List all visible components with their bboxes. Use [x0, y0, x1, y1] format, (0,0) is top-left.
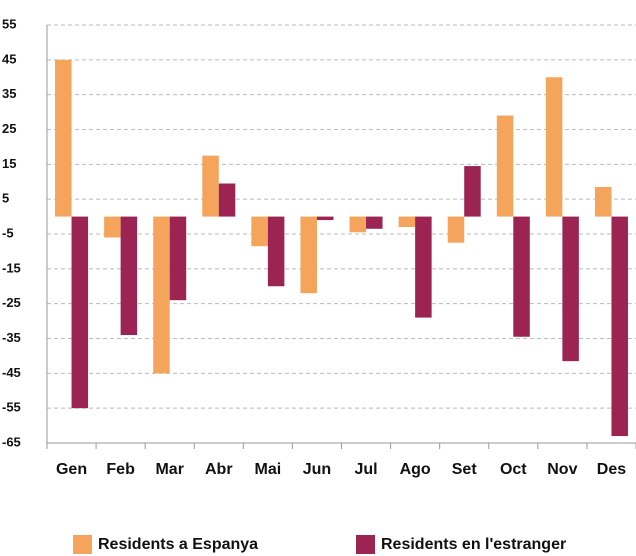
x-tick-label: Feb	[106, 461, 135, 478]
bar	[251, 216, 268, 247]
bar	[562, 216, 579, 362]
bar	[594, 186, 612, 217]
y-tick-label: -5	[2, 225, 14, 240]
bar	[300, 216, 317, 294]
x-tick-label: Set	[452, 461, 478, 478]
x-tick-label: Jul	[354, 461, 377, 478]
y-tick-label: -55	[2, 400, 21, 415]
bar	[496, 115, 514, 217]
y-tick-label: -25	[2, 295, 21, 310]
x-tick-label: Gen	[56, 461, 87, 478]
y-tick-label: 5	[2, 191, 9, 206]
legend-swatch	[73, 535, 92, 554]
y-tick-label: 25	[2, 121, 16, 136]
bar	[202, 155, 219, 217]
y-tick-label: 55	[2, 16, 16, 31]
x-tick-label: Nov	[547, 461, 577, 478]
y-tick-label: -65	[2, 434, 21, 449]
x-tick-label: Oct	[500, 461, 527, 478]
bar	[104, 216, 121, 238]
legend-label: Residents a Espanya	[98, 536, 258, 553]
bar	[349, 216, 367, 233]
bar	[415, 216, 432, 318]
bar	[611, 216, 628, 437]
bar	[218, 183, 236, 217]
x-tick-label: Ago	[400, 461, 431, 478]
bar	[55, 59, 72, 217]
x-tick-label: Abr	[205, 461, 233, 478]
bar	[366, 216, 383, 229]
bar	[464, 166, 481, 217]
bar	[120, 216, 138, 336]
y-tick-label: 35	[2, 86, 16, 101]
bar	[545, 77, 563, 217]
bar	[398, 216, 416, 228]
x-tick-label: Mar	[155, 461, 183, 478]
x-tick-label: Mai	[255, 461, 282, 478]
bar	[71, 216, 89, 409]
bar	[169, 216, 187, 301]
bar	[513, 216, 530, 337]
legend-label: Residents en l'estranger	[381, 536, 566, 553]
bar	[153, 216, 170, 374]
legend-swatch	[356, 535, 375, 554]
y-tick-label: 15	[2, 156, 16, 171]
y-tick-label: 45	[2, 51, 16, 66]
x-tick-label: Des	[597, 461, 626, 478]
y-tick-label: -35	[2, 330, 21, 345]
bar	[316, 216, 334, 221]
x-tick-label: Jun	[303, 461, 331, 478]
y-tick-label: -15	[2, 260, 21, 275]
y-tick-label: -45	[2, 365, 21, 380]
bar	[267, 216, 285, 287]
bar	[447, 216, 465, 243]
